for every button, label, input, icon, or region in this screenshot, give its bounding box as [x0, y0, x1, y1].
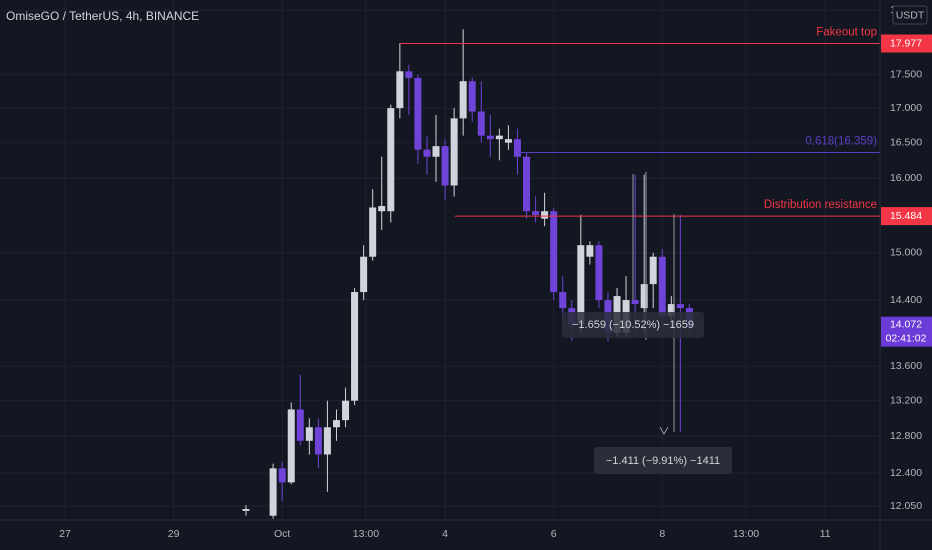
- y-tick-label: 13.600: [890, 360, 922, 372]
- candle-body: [441, 146, 449, 186]
- candle-body: [595, 245, 603, 301]
- y-tick-label: 14.400: [890, 294, 922, 306]
- candle-body: [450, 118, 458, 186]
- x-tick-label: 4: [442, 528, 448, 540]
- level-label: 0.618(16.359): [805, 136, 877, 148]
- y-tick-label: 13.200: [890, 394, 922, 406]
- candle-body: [332, 420, 340, 428]
- candle-body: [414, 77, 422, 150]
- y-tick-label: 12.400: [890, 467, 922, 479]
- candle-body: [586, 245, 594, 257]
- last-price-tag: [881, 316, 932, 347]
- x-tick-label: 13:00: [353, 528, 379, 540]
- candle-body: [504, 139, 512, 143]
- price-tag-text: 17.977: [890, 37, 922, 49]
- measure-text: −1.411 (−9.91%) −1411: [606, 455, 720, 467]
- candle-body: [486, 135, 494, 140]
- candle-body: [405, 71, 413, 78]
- x-tick-label: 13:00: [733, 528, 759, 540]
- y-tick-label: 15.000: [890, 247, 922, 259]
- candle-body: [640, 284, 648, 309]
- candle-body: [649, 256, 657, 285]
- candle-body: [658, 256, 666, 317]
- y-tick-label: 16.000: [890, 172, 922, 184]
- candle-body: [387, 108, 395, 212]
- candle-body: [676, 304, 684, 309]
- x-tick-label: 29: [168, 528, 180, 540]
- y-tick-label: 16.500: [890, 136, 922, 148]
- x-tick-label: 11: [820, 528, 831, 540]
- candle-body: [513, 139, 521, 157]
- x-tick-label: 6: [551, 528, 557, 540]
- candle-body: [459, 81, 467, 119]
- x-tick-label: 27: [59, 528, 71, 540]
- candle-body: [378, 206, 386, 212]
- grid: [0, 0, 880, 520]
- candle-body: [278, 468, 286, 483]
- candle-body: [396, 71, 404, 109]
- drawings: −1.659 (−10.52%) −1659 −1.411 (−9.91%) −…: [562, 172, 732, 474]
- x-tick-label: Oct: [274, 528, 290, 540]
- candle-body: [559, 292, 567, 309]
- price-tag: [881, 34, 932, 53]
- candle-body: [495, 135, 503, 140]
- candle-body: [351, 292, 359, 401]
- candle-body: [269, 468, 277, 516]
- y-tick-label: 17.500: [890, 68, 922, 80]
- candle-body: [477, 111, 485, 136]
- candle-body: [369, 207, 377, 257]
- candle-body: [287, 409, 295, 483]
- countdown-text: 02:41:02: [886, 332, 927, 344]
- last-price-text: 14.072: [890, 318, 922, 330]
- candle-body: [314, 427, 322, 455]
- candle-body: [468, 81, 476, 112]
- measure-box: [562, 312, 704, 338]
- measure-arrow: [659, 426, 669, 436]
- currency-box[interactable]: [892, 5, 928, 25]
- measure-text: −1.659 (−10.52%) −1659: [572, 319, 694, 331]
- candle-body: [242, 508, 250, 511]
- candle-body: [360, 256, 368, 293]
- candle-body: [550, 211, 558, 293]
- price-tag: [881, 207, 932, 226]
- y-tick-label: 17.000: [890, 102, 922, 114]
- level-label: Distribution resistance: [764, 199, 877, 211]
- candle-body: [541, 211, 549, 219]
- candle-body: [667, 304, 675, 317]
- level-label: Fakeout top: [816, 27, 877, 39]
- candle-body: [577, 245, 585, 325]
- x-tick-label: 8: [659, 528, 665, 540]
- chart-title: OmiseGO / TetherUS, 4h, BINANCE: [6, 9, 199, 23]
- plot-area: [242, 29, 880, 519]
- currency-label: USDT: [896, 9, 925, 21]
- candle-body: [323, 427, 331, 455]
- candle-body: [532, 211, 540, 215]
- measure-box: [594, 447, 732, 474]
- candle-body: [631, 300, 639, 305]
- candle-body: [523, 156, 531, 212]
- candle-body: [296, 409, 304, 441]
- candle-body: [342, 400, 350, 421]
- y-tick-label: 12.800: [890, 430, 922, 442]
- price-tag-text: 15.484: [890, 210, 922, 222]
- candle-body: [305, 427, 313, 441]
- candle-body: [432, 146, 440, 157]
- candle-body: [423, 149, 431, 157]
- y-tick-label: 12.050: [890, 500, 922, 512]
